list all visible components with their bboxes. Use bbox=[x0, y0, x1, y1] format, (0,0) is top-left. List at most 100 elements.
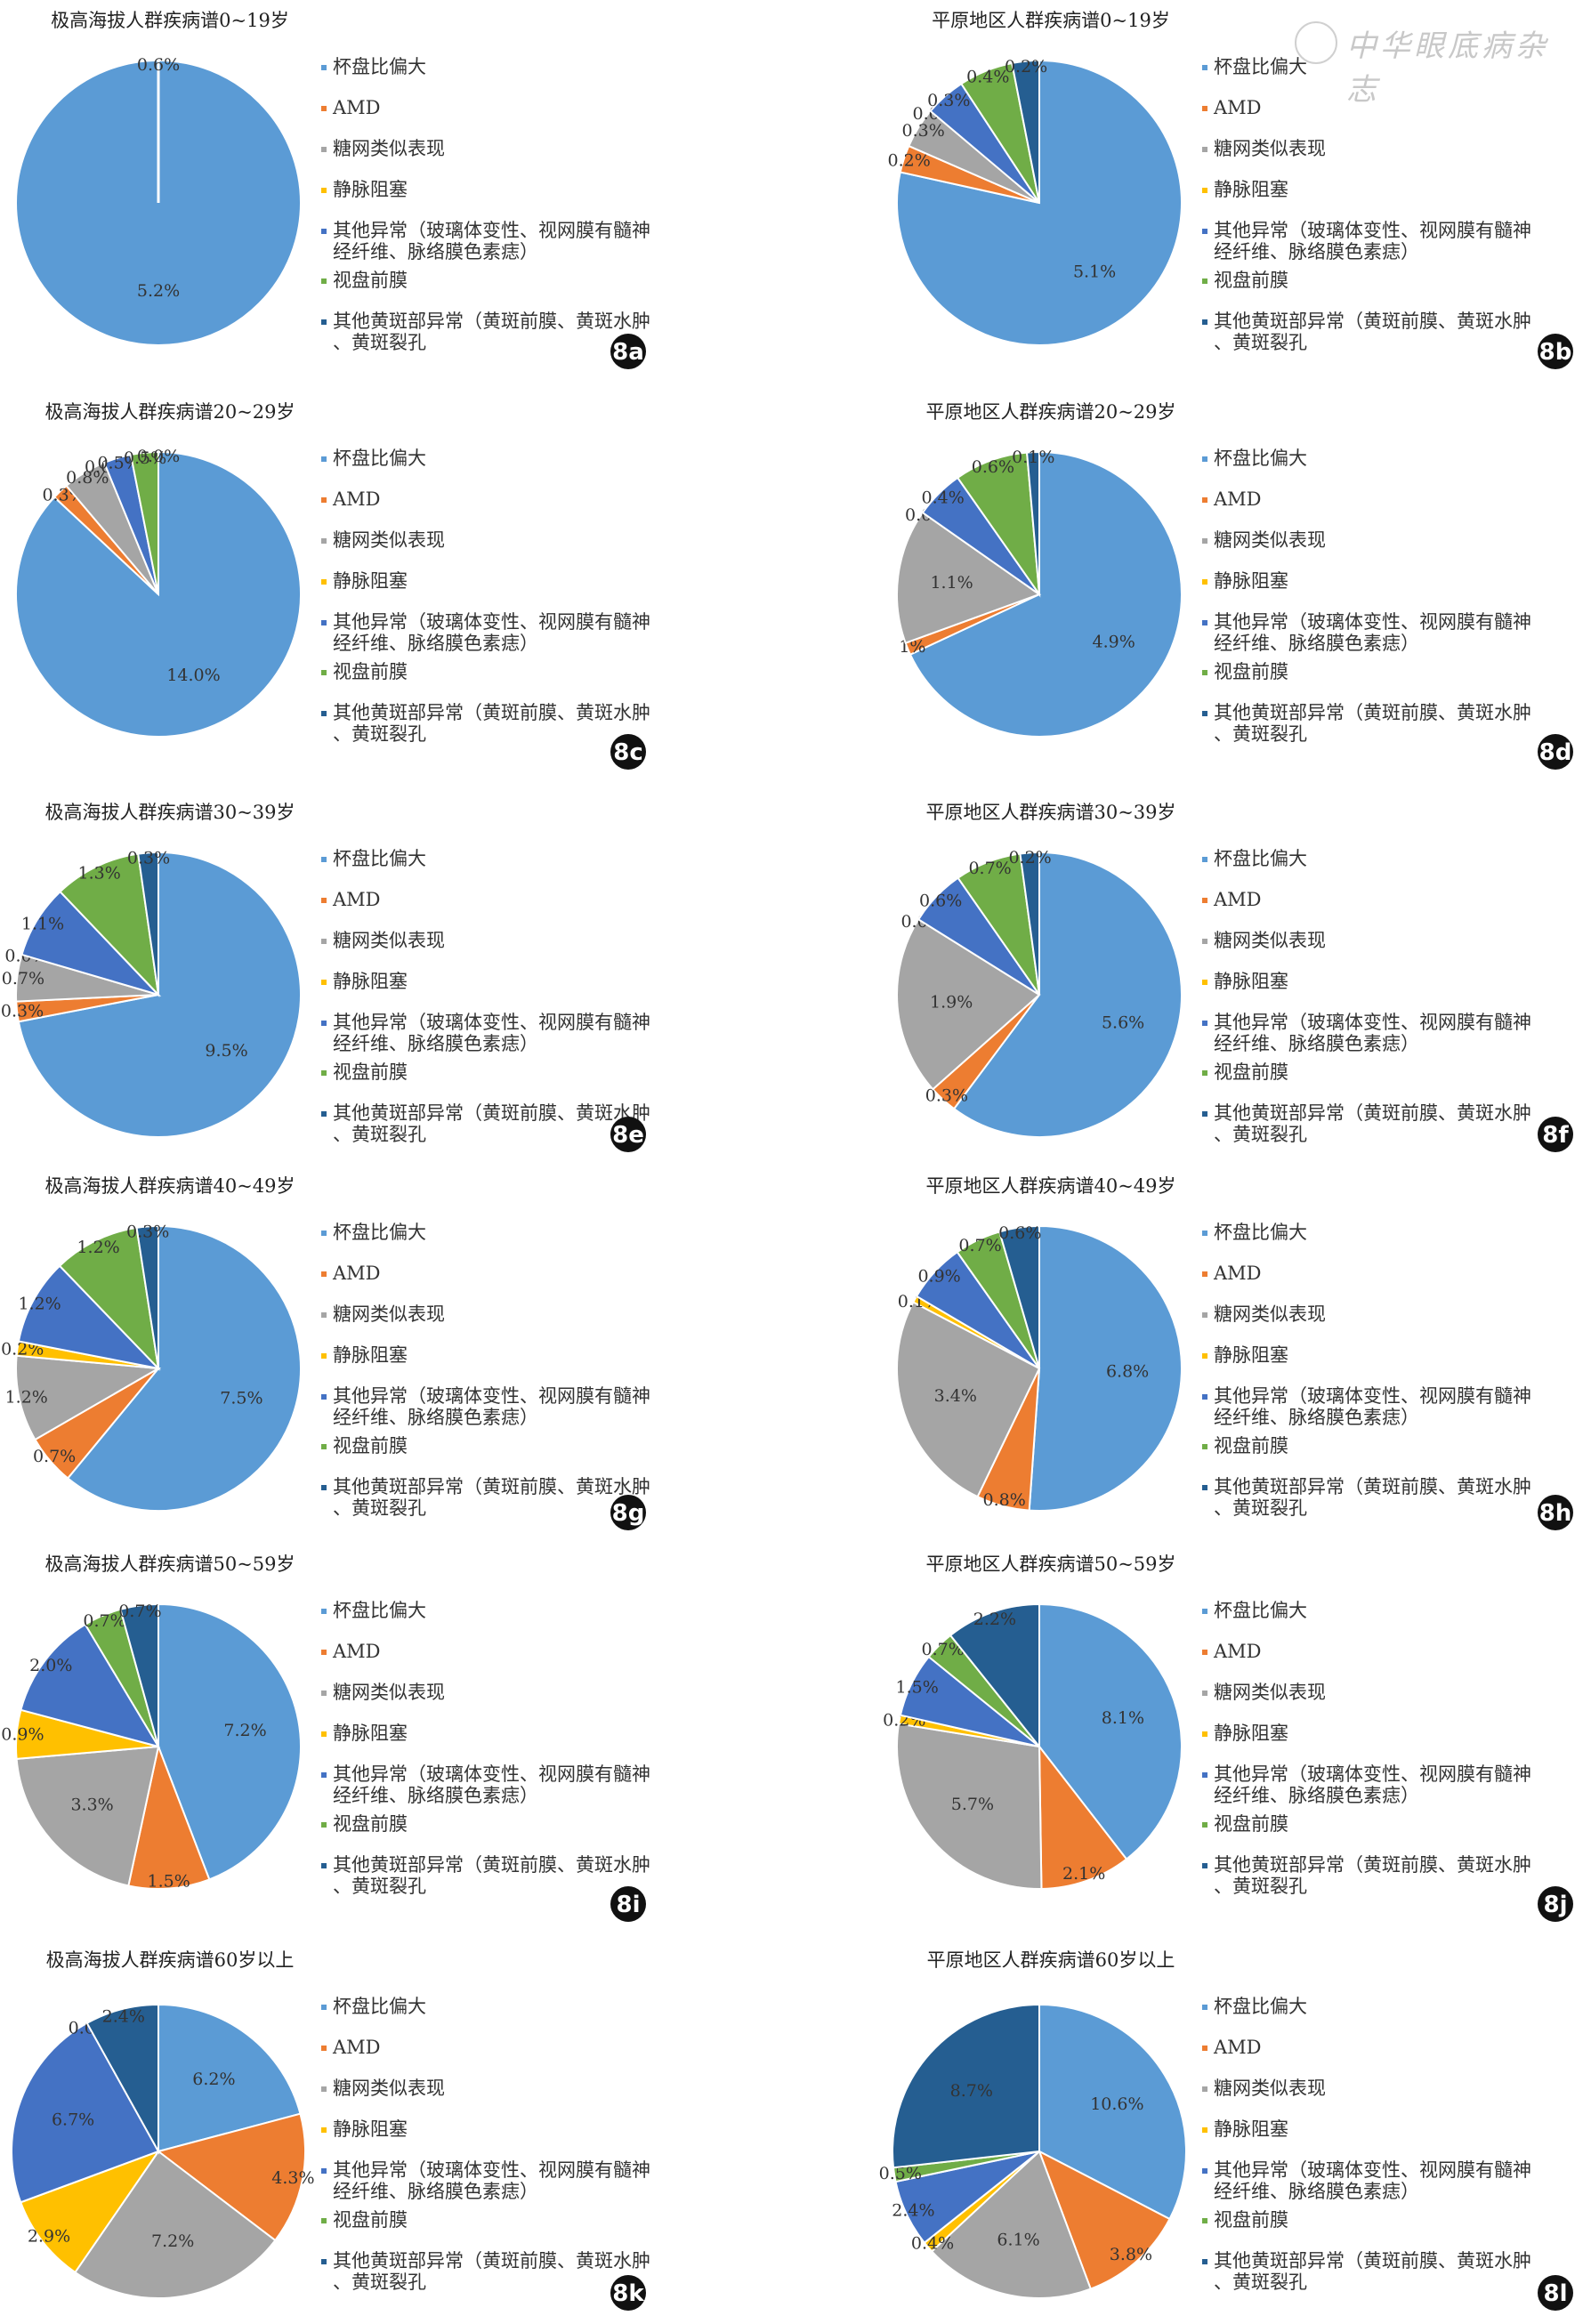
legend-label: 其他黄斑部异常（黄斑前膜、黄斑水肿 bbox=[1214, 702, 1531, 723]
legend-label: 其他黄斑部异常（黄斑前膜、黄斑水肿 bbox=[333, 1102, 650, 1124]
legend-swatch bbox=[1202, 319, 1207, 325]
legend-label: 静脉阻塞 bbox=[333, 1723, 408, 1744]
legend-swatch bbox=[1202, 1822, 1207, 1828]
panel-badge-label: 8a bbox=[612, 339, 644, 366]
slice-label: 0.3% bbox=[927, 91, 970, 110]
legend-label: 静脉阻塞 bbox=[1214, 1723, 1288, 1744]
legend-label: 静脉阻塞 bbox=[1214, 179, 1288, 200]
legend-swatch bbox=[321, 2127, 327, 2133]
pie-panel-8l: 平原地区人群疾病谱60岁以上 10.6% 3.8% 6.1% 0.4% 2.4% 0.5% 8… bbox=[879, 1940, 1580, 2324]
chart-title: 极高海拔人群疾病谱20~29岁 bbox=[44, 401, 295, 423]
panel-badge-label: 8e bbox=[612, 1122, 644, 1149]
legend-label: 经纤维、脉络膜色素痣） bbox=[1214, 1407, 1419, 1428]
legend-label: 其他异常（玻璃体变性、视网膜有髓神 bbox=[1214, 1385, 1531, 1407]
legend-label: 其他黄斑部异常（黄斑前膜、黄斑水肿 bbox=[333, 311, 650, 332]
pie-panel-8a: 极高海拔人群疾病谱0~19岁 5.2% 0.6% 杯盘比偏大 AMD 糖网类似表现 静脉阻塞… bbox=[5, 0, 699, 383]
pie-slice bbox=[930, 2150, 1093, 2299]
legend-label: 糖网类似表现 bbox=[1214, 529, 1326, 551]
legend-swatch bbox=[1202, 1691, 1207, 1696]
legend-label: 其他异常（玻璃体变性、视网膜有髓神 bbox=[333, 2159, 650, 2181]
legend-label: 糖网类似表现 bbox=[1214, 1303, 1326, 1325]
panel-badge-label: 8d bbox=[1539, 739, 1572, 766]
pie-slice bbox=[85, 2003, 159, 2155]
legend-swatch bbox=[321, 106, 327, 111]
slice-label: 4.3% bbox=[271, 2168, 314, 2188]
slice-label: 0.6% bbox=[998, 1223, 1041, 1243]
legend-swatch bbox=[1202, 1485, 1207, 1490]
slice-label: 0.3% bbox=[126, 1222, 169, 1241]
panel-badge-icon bbox=[610, 734, 646, 770]
pie-panel-8d: 平原地区人群疾病谱20~29岁4.9%1%1.1%0.0%0.4%0.6%0.1… bbox=[886, 391, 1580, 783]
legend-swatch bbox=[321, 2005, 327, 2010]
legend-swatch bbox=[321, 1444, 327, 1449]
legend-label: 其他异常（玻璃体变性、视网膜有髓神 bbox=[333, 220, 650, 241]
legend-swatch bbox=[321, 497, 327, 503]
legend-label: 、黄斑裂孔 bbox=[1214, 1497, 1307, 1519]
legend-label: 杯盘比偏大 bbox=[1214, 448, 1307, 469]
legend-label: 杯盘比偏大 bbox=[333, 848, 426, 869]
legend-label: 、黄斑裂孔 bbox=[333, 2272, 426, 2293]
legend-label: 视盘前膜 bbox=[333, 661, 408, 682]
legend-swatch bbox=[321, 229, 327, 234]
slice-label: 0.2% bbox=[1008, 848, 1051, 867]
slice-label: 1.1% bbox=[21, 915, 64, 934]
pie-slice bbox=[157, 1602, 302, 1881]
legend-swatch bbox=[321, 2218, 327, 2223]
legend-swatch bbox=[1202, 1231, 1207, 1236]
slice-label: 0.0% bbox=[137, 447, 180, 466]
slice-label: 0.7% bbox=[968, 859, 1011, 878]
legend-swatch bbox=[321, 1691, 327, 1696]
slice-label: 9.5% bbox=[205, 1041, 247, 1061]
legend-label: AMD bbox=[1213, 1641, 1262, 1662]
legend-swatch bbox=[1202, 1863, 1207, 1868]
slice-label: 2.4% bbox=[892, 2201, 934, 2221]
panel-badge-icon bbox=[1538, 734, 1573, 770]
legend-swatch bbox=[1202, 2168, 1207, 2174]
legend-label: 视盘前膜 bbox=[1214, 1061, 1288, 1083]
pie-slice bbox=[1019, 851, 1040, 996]
pie-slice bbox=[20, 1623, 161, 1748]
legend-label: 其他异常（玻璃体变性、视网膜有髓神 bbox=[333, 1763, 650, 1785]
legend-label: 杯盘比偏大 bbox=[1214, 56, 1307, 77]
panel-badge-label: 8k bbox=[612, 2280, 644, 2307]
legend-label: 其他异常（玻璃体变性、视网膜有髓神 bbox=[1214, 611, 1531, 633]
legend-label: 杯盘比偏大 bbox=[333, 56, 426, 77]
pie-chart-8l: 平原地区人群疾病谱60岁以上10.6%3.8%6.1%0.4%2.4%0.5%8… bbox=[879, 1949, 1573, 2311]
legend-label: 经纤维、脉络膜色素痣） bbox=[333, 633, 538, 654]
slice-label: 0.6% bbox=[137, 55, 180, 75]
legend-label: 其他黄斑部异常（黄斑前膜、黄斑水肿 bbox=[1214, 311, 1531, 332]
legend-label: 糖网类似表现 bbox=[333, 930, 445, 951]
legend-label: 经纤维、脉络膜色素痣） bbox=[1214, 633, 1419, 654]
legend-swatch bbox=[1202, 2127, 1207, 2133]
legend-swatch bbox=[321, 1731, 327, 1737]
panel-badge-icon bbox=[1538, 334, 1573, 369]
pie-panel-8i: 极高海拔人群疾病谱50~59岁 7.2% 1.5% 3.3% 0.9% 2.0% 0.7% 0… bbox=[1, 1544, 699, 1935]
legend-label: 经纤维、脉络膜色素痣） bbox=[1214, 2181, 1419, 2202]
slice-label: 5.2% bbox=[137, 281, 180, 301]
legend-swatch bbox=[1202, 1444, 1207, 1449]
slice-label: 0.7% bbox=[83, 1611, 125, 1631]
legend-swatch bbox=[1202, 229, 1207, 234]
slice-label: 6.2% bbox=[192, 2070, 235, 2089]
slice-label: 0.3% bbox=[127, 848, 170, 867]
legend-swatch bbox=[1202, 1070, 1207, 1076]
legend-swatch bbox=[1202, 1111, 1207, 1117]
pie-slice bbox=[127, 1743, 211, 1890]
legend-label: 经纤维、脉络膜色素痣） bbox=[1214, 241, 1419, 262]
legend-swatch bbox=[1202, 1271, 1207, 1277]
slice-label: 7.2% bbox=[151, 2231, 194, 2251]
legend-label: 视盘前膜 bbox=[333, 1435, 408, 1457]
slice-label: 2.2% bbox=[973, 1610, 1016, 1629]
panel-badge-icon bbox=[1538, 1495, 1573, 1530]
legend-swatch bbox=[1202, 620, 1207, 625]
legend-swatch bbox=[321, 857, 327, 862]
slice-label: 0.2% bbox=[888, 150, 931, 170]
legend-label: 杯盘比偏大 bbox=[333, 448, 426, 469]
slice-label: 6.7% bbox=[52, 2110, 94, 2130]
slice-label: 2.0% bbox=[29, 1656, 72, 1675]
legend-label: 杯盘比偏大 bbox=[1214, 1996, 1307, 2017]
legend-label: 经纤维、脉络膜色素痣） bbox=[1214, 1033, 1419, 1054]
chart-title: 极高海拔人群疾病谱60岁以上 bbox=[46, 1949, 295, 1971]
legend-swatch bbox=[321, 1231, 327, 1236]
panel-badge-label: 8i bbox=[616, 1892, 640, 1918]
